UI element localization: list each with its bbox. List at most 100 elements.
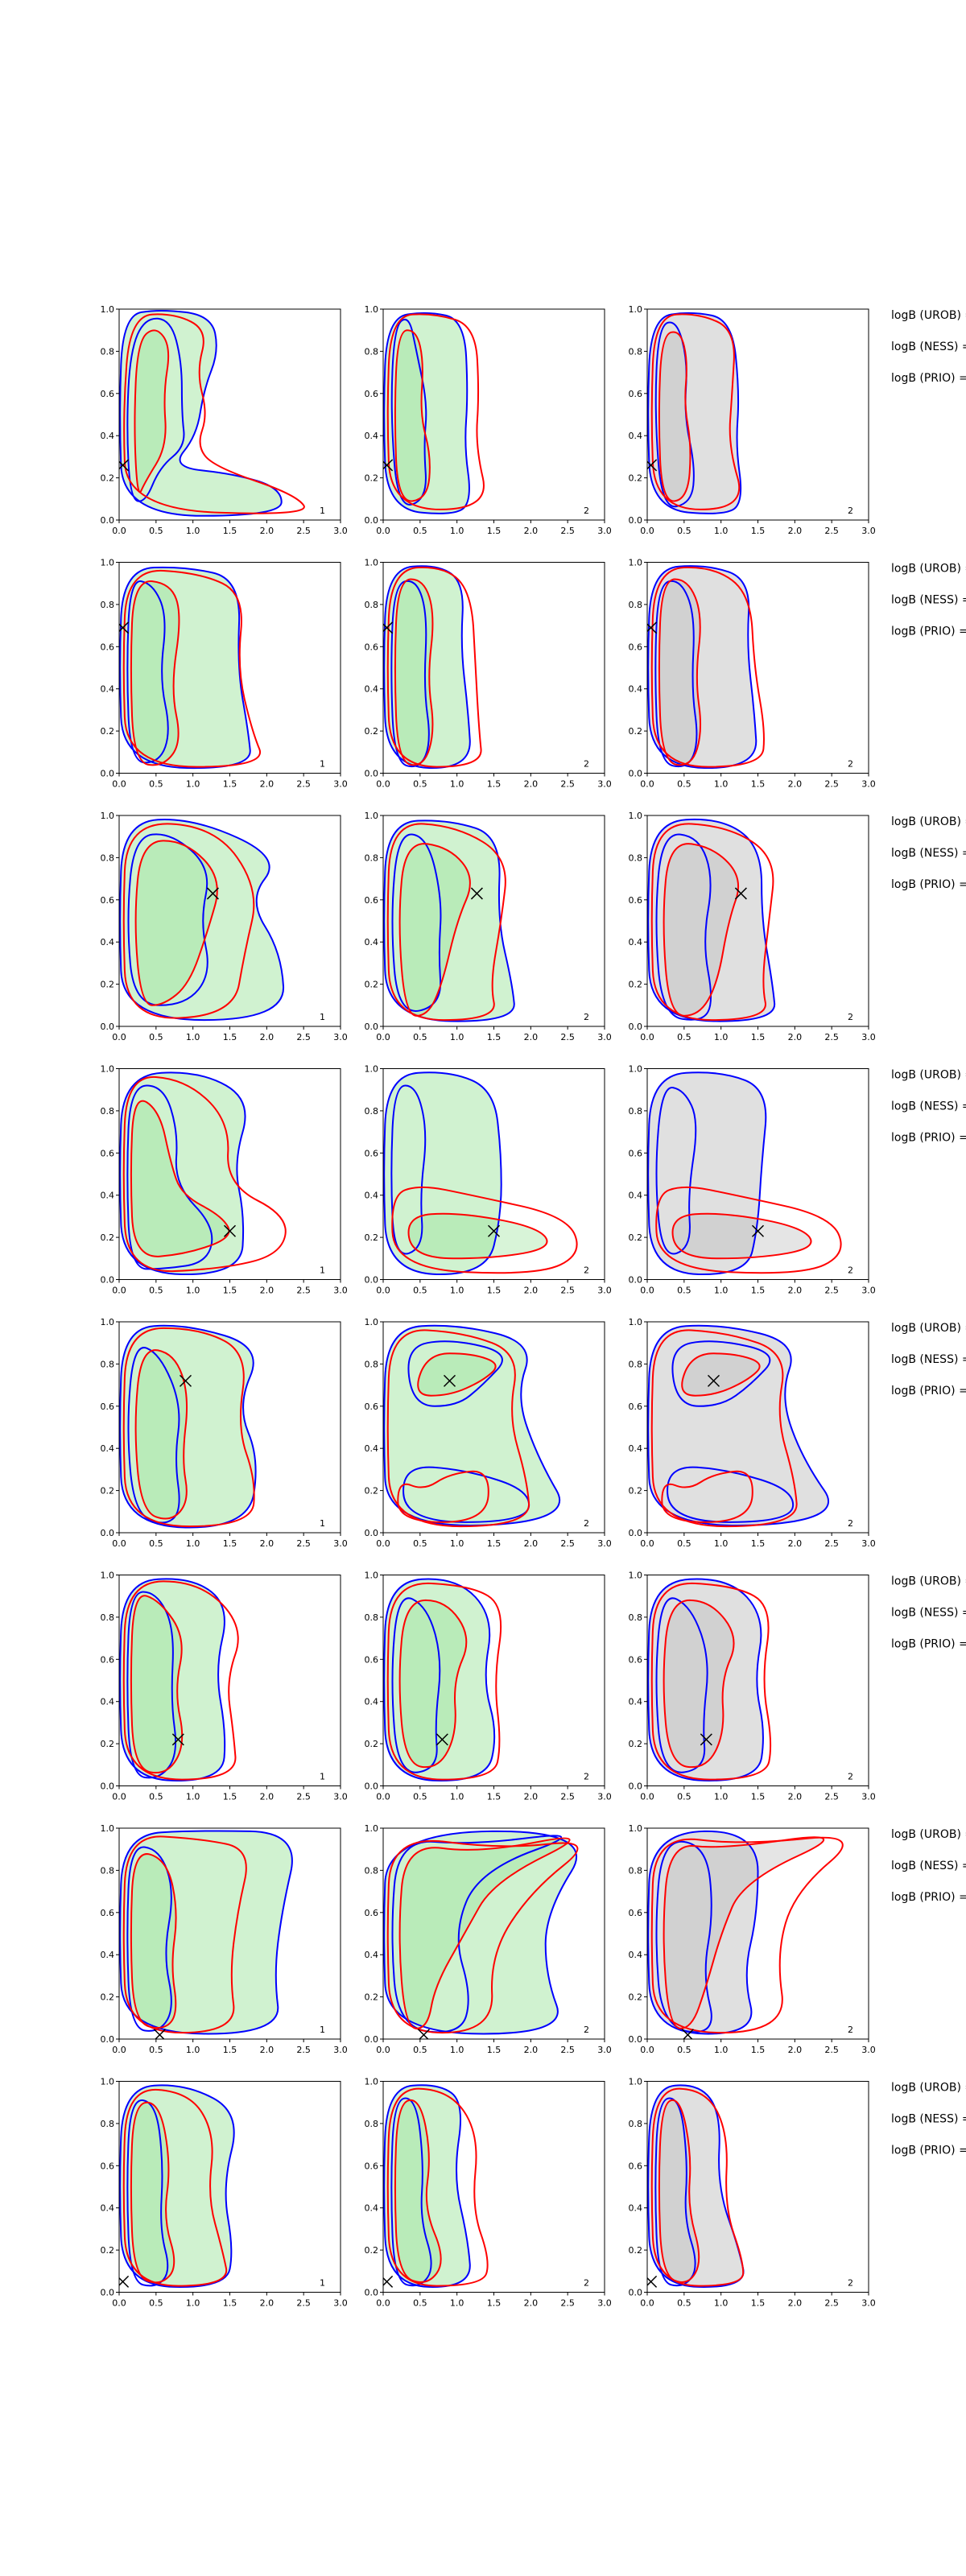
row-label-2: logB (NESS) = [891, 341, 966, 353]
panel-id-label: 2 [584, 2025, 589, 2035]
blue-contour-2 [119, 818, 285, 1022]
x-tick-label: 3.0 [861, 1792, 876, 1802]
x-tick-label: 2.0 [788, 1286, 803, 1296]
y-tick-label: 0.0 [101, 1528, 115, 1538]
true-value-marker [734, 887, 747, 900]
x-tick-label: 2.0 [788, 2045, 803, 2055]
panel-r8-c3: 0.0 0.5 1.0 1.5 2.0 2.5 3.0 0.0 0.2 0.4 0.6 0.8 1.0 2 [629, 2077, 876, 2309]
panel-id-label: 2 [848, 2278, 853, 2289]
density-fill-outer [648, 1579, 763, 1781]
x-tick-label: 0.5 [413, 2045, 427, 2055]
blue-contour-1 [654, 2097, 696, 2287]
x-tick-label: 2.0 [260, 2045, 275, 2055]
y-tick-label: 1.0 [629, 1571, 643, 1581]
x-tick-label: 0.5 [149, 1538, 163, 1549]
x-tick-label: 2.0 [524, 526, 539, 536]
blue-contour-2 [647, 818, 776, 1022]
blue-contour-1 [390, 580, 430, 767]
red-contour-1 [394, 578, 434, 766]
y-tick-label: 0.8 [101, 600, 115, 610]
x-tick-label: 2.5 [824, 1538, 839, 1549]
red-contour-2 [650, 2087, 745, 2287]
red-contour-2 [386, 313, 485, 510]
x-tick-label: 1.0 [450, 1792, 464, 1802]
y-tick-label: 0.0 [101, 2288, 115, 2298]
panel-id-label: 1 [320, 1772, 325, 1782]
y-tick-label: 0.4 [101, 937, 115, 947]
x-tick-label: 0.0 [112, 1286, 126, 1296]
blue-contour-2 [383, 565, 471, 770]
x-tick-label: 3.0 [597, 779, 612, 790]
red-contour-1 [398, 1599, 468, 1769]
y-tick-label: 0.8 [365, 1612, 379, 1623]
y-tick-label: 0.4 [629, 684, 643, 695]
density-fill-inner [663, 844, 739, 1016]
y-tick-label: 0.8 [629, 1865, 643, 1876]
x-tick-label: 2.5 [296, 2045, 311, 2055]
panel-r6-c1: 0.0 0.5 1.0 1.5 2.0 2.5 3.0 0.0 0.2 0.4 0.6 0.8 1.0 1 [101, 1571, 348, 1802]
x-tick-label: 1.0 [450, 1538, 464, 1549]
x-tick-label: 2.0 [260, 1286, 275, 1296]
density-fill-outer [648, 1072, 766, 1275]
y-tick-label: 0.6 [101, 1654, 115, 1665]
true-value-marker [383, 459, 394, 472]
y-tick-label: 0.4 [101, 431, 115, 441]
x-tick-label: 3.0 [597, 2045, 612, 2055]
x-tick-label: 2.0 [788, 526, 803, 536]
panel-id-label: 2 [848, 1265, 853, 1276]
panel-id-label: 2 [848, 1518, 853, 1529]
x-tick-label: 1.5 [223, 1538, 237, 1549]
row-label-3: logB (PRIO) = [891, 1891, 966, 1904]
y-tick-label: 0.8 [629, 346, 643, 357]
true-value-marker [119, 2275, 130, 2288]
x-tick-label: 2.0 [524, 1286, 539, 1296]
row-label-3: logB (PRIO) = [891, 2145, 966, 2157]
x-tick-label: 1.0 [186, 1792, 200, 1802]
y-tick-label: 0.4 [629, 1443, 643, 1454]
density-fill-outer [648, 312, 741, 514]
y-tick-label: 0.2 [101, 1739, 115, 1749]
x-tick-label: 1.0 [450, 2045, 464, 2055]
x-tick-label: 0.5 [149, 526, 163, 536]
y-tick-label: 0.6 [629, 2161, 643, 2171]
true-value-marker [206, 887, 219, 900]
x-tick-label: 1.0 [450, 1286, 464, 1296]
panel-r5-c1: 0.0 0.5 1.0 1.5 2.0 2.5 3.0 0.0 0.2 0.4 0.6 0.8 1.0 1 [101, 1317, 348, 1549]
y-tick-label: 1.0 [629, 1064, 643, 1075]
x-tick-label: 2.5 [296, 1032, 311, 1042]
blue-contour-1 [126, 1084, 213, 1270]
y-tick-label: 1.0 [101, 2077, 115, 2087]
x-tick-label: 3.0 [861, 1032, 876, 1042]
row-label-2: logB (NESS) = [891, 1100, 966, 1113]
x-tick-label: 3.0 [861, 1538, 876, 1549]
density-fill-outer [384, 1072, 502, 1275]
panel-r1-c2: 0.0 0.5 1.0 1.5 2.0 2.5 3.0 0.0 0.2 0.4 0.6 0.8 1.0 2 [365, 304, 612, 536]
x-tick-label: 1.5 [223, 1032, 237, 1042]
x-tick-label: 1.5 [487, 2298, 502, 2309]
density-fill-inner [394, 2099, 441, 2283]
y-tick-label: 0.2 [101, 2245, 115, 2256]
density-fill-inner [663, 1837, 824, 2029]
blue-contour-1 [655, 1597, 708, 1773]
true-value-marker [383, 2275, 394, 2288]
panel-r2-c1: 0.0 0.5 1.0 1.5 2.0 2.5 3.0 0.0 0.2 0.4 0.6 0.8 1.0 1 [101, 558, 348, 790]
blue-contour-2 [647, 565, 758, 770]
x-tick-label: 0.0 [112, 1032, 126, 1042]
row-label-1: logB (UROB) = [891, 2082, 966, 2095]
x-tick-label: 0.0 [376, 1286, 390, 1296]
y-tick-label: 0.6 [101, 389, 115, 399]
plot-area [383, 312, 485, 514]
panel-r3-c1: 0.0 0.5 1.0 1.5 2.0 2.5 3.0 0.0 0.2 0.4 0.6 0.8 1.0 1 [101, 811, 348, 1042]
panel-r7-c3: 0.0 0.5 1.0 1.5 2.0 2.5 3.0 0.0 0.2 0.4 0.6 0.8 1.0 2 [629, 1823, 876, 2055]
red-contour-2 [397, 1470, 489, 1523]
panel-id-label: 1 [320, 1012, 325, 1022]
true-value-marker [383, 621, 394, 634]
density-fill-inner [682, 1353, 760, 1396]
x-tick-label: 1.0 [714, 2298, 729, 2309]
panel-id-label: 1 [320, 1265, 325, 1276]
x-tick-label: 0.0 [640, 526, 654, 536]
y-tick-label: 0.6 [365, 642, 379, 652]
x-tick-label: 1.5 [487, 1538, 502, 1549]
plot-area [647, 818, 776, 1022]
y-tick-label: 0.0 [629, 1022, 643, 1032]
